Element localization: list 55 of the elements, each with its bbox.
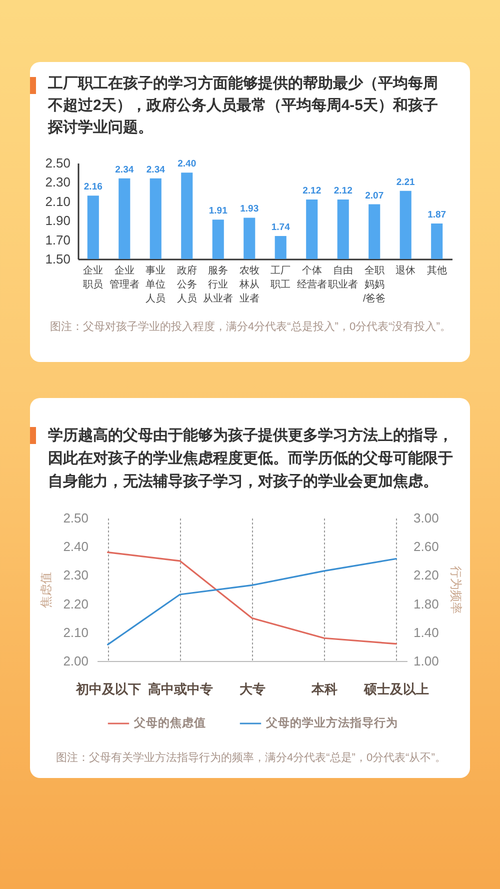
y-tick-label: 2.40 (63, 539, 88, 554)
data-label: 2.34 (115, 164, 134, 176)
x-tick-label: 农牧林从业者 (238, 266, 260, 304)
data-label: 2.21 (396, 176, 416, 188)
y2-tick-label: 1.00 (414, 654, 439, 668)
y-tick-label: 2.30 (63, 568, 88, 583)
x-tick-label: 个体经营者 (296, 264, 327, 290)
y-tick-label: 2.50 (63, 510, 88, 526)
y-axis-title: 焦虑值 (39, 572, 54, 608)
x-tick-label: 其他 (426, 264, 447, 276)
x-tick-label: 大专 (240, 682, 266, 696)
y-tick-label: 2.50 (45, 156, 70, 170)
y-tick-label: 2.10 (45, 194, 70, 209)
data-label: 2.34 (146, 164, 166, 176)
x-tick-label: 初中及以下 (74, 682, 141, 696)
text: 图注：父母对孩子学业的投入程度，满分4分代表“总是投入”，0分代表“没有投入”。 (50, 320, 451, 334)
legend-label: 父母的焦虑值 (133, 716, 206, 730)
x-tick-label: 服务行业从业者 (203, 264, 234, 304)
y2-axis-title: 行为频率 (448, 566, 463, 614)
x-tick-label: 全职妈妈/爸爸 (362, 264, 386, 304)
y-tick-label: 2.10 (63, 624, 88, 640)
x-tick-label: 政府公务人员 (176, 264, 197, 304)
y2-tick-label: 3.00 (414, 510, 439, 526)
x-tick-label: 本科 (310, 682, 338, 696)
x-tick-label: 工厂职工 (270, 266, 291, 290)
y2-tick-label: 2.20 (414, 568, 439, 583)
y2-tick-label: 1.80 (414, 596, 439, 612)
data-label: 2.16 (84, 182, 102, 193)
text: 图注：父母有关学业方法指导行为的频率，满分4分代表“总是”，0分代表“从不”。 (56, 750, 446, 765)
data-label: 2.12 (302, 185, 322, 196)
x-tick-label: 自由职业者 (328, 264, 358, 290)
y-tick-label: 1.70 (45, 232, 70, 248)
x-tick-label: 高中或中专 (148, 682, 213, 696)
y-tick-label: 1.90 (45, 213, 70, 228)
data-label: 2.07 (365, 190, 384, 202)
y2-tick-label: 1.40 (414, 624, 439, 640)
chart-title: 工厂职工在孩子的学习方面能够提供的帮助最少（平均每周不超过2天），政府公务人员最常（平均每周4-5天）和孩子探讨学业问题。 (48, 74, 440, 138)
y-tick-label: 2.20 (63, 596, 88, 612)
y2-tick-label: 2.60 (414, 539, 439, 554)
y-tick-label: 2.00 (63, 654, 88, 668)
x-tick-label: 硕士及以上 (363, 682, 430, 696)
data-label: 2.40 (178, 158, 196, 170)
x-tick-label: 企业管理者 (109, 264, 140, 290)
y-tick-label: 1.50 (45, 252, 70, 266)
data-label: 1.74 (271, 222, 291, 233)
data-label: 1.93 (240, 204, 259, 215)
data-label: 2.12 (334, 185, 352, 196)
x-tick-label: 事业单位人员 (146, 264, 166, 304)
data-label: 1.91 (208, 206, 228, 217)
legend-label: 父母的学业方法指导行为 (265, 716, 398, 730)
y-tick-label: 2.30 (45, 174, 70, 190)
chart-title: 学历越高的父母由于能够为孩子提供更多学习方法上的指导，因此在对孩子的学业焦虑程度更低。而学历低的父母可能限于自身能力，无法辅导孩子学习，对孩子的学业会更加焦虑。 (48, 426, 454, 492)
x-tick-label: 退休 (396, 264, 416, 276)
data-label: 1.87 (428, 209, 446, 220)
x-tick-label: 企业职员 (83, 264, 104, 290)
